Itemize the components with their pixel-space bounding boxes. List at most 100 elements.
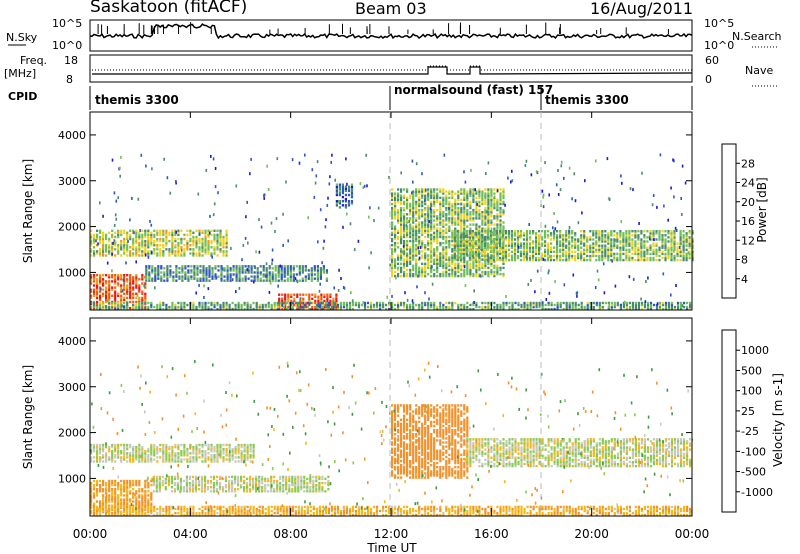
heat-cell [487, 208, 490, 212]
heat-cell [473, 301, 475, 304]
heat-cell [430, 239, 433, 243]
heat-cell [202, 269, 205, 272]
heat-cell [145, 269, 148, 272]
heat-cell [403, 258, 406, 261]
heat-cell [439, 260, 442, 263]
heat-cell [102, 447, 105, 451]
heat-cell [532, 256, 535, 260]
heat-cell [451, 274, 454, 278]
heat-cell [126, 280, 129, 283]
heat-cell [580, 254, 583, 258]
heat-cell [208, 265, 211, 268]
heat-cell [150, 241, 153, 245]
heat-cell [145, 267, 148, 270]
heat-cell [138, 235, 141, 239]
heat-cell [658, 303, 662, 307]
heat-cell [168, 447, 171, 451]
heat-cell [108, 250, 111, 253]
heat-cell [421, 194, 424, 197]
heat-cell [532, 252, 535, 256]
heat-cell [598, 234, 601, 237]
heat-cell [153, 241, 156, 245]
heat-cell [463, 194, 466, 197]
heat-cell [111, 246, 114, 249]
heat-cell [204, 456, 207, 459]
heat-cell [460, 303, 463, 307]
heat-cell [138, 250, 141, 253]
heat-cell [559, 258, 562, 262]
heat-cell [132, 282, 135, 285]
heat-cell [421, 254, 424, 257]
heat-cell [105, 483, 108, 487]
heat-cell [369, 307, 373, 311]
heat-cell [135, 286, 138, 289]
heat-cell [595, 232, 598, 235]
heat-cell [114, 303, 117, 307]
heat-cell [223, 279, 226, 282]
heat-cell [99, 280, 102, 283]
heat-cell [436, 270, 439, 274]
heat-cell [409, 219, 412, 222]
heat-cell [339, 307, 342, 311]
heat-cell [430, 244, 433, 247]
heat-cell [159, 456, 162, 459]
heat-cell [400, 202, 403, 206]
heat-cell [478, 244, 481, 247]
heat-cell [544, 236, 547, 239]
heat-cell [292, 279, 295, 282]
heat-cell [673, 242, 676, 245]
heat-cell [453, 246, 456, 249]
heat-cell [258, 218, 260, 222]
heat-cell [327, 301, 330, 305]
heat-cell [394, 204, 397, 208]
heat-cell [595, 236, 598, 239]
heat-cell [222, 305, 225, 309]
heat-cell [99, 231, 102, 234]
heat-cell [469, 266, 472, 270]
heat-cell [553, 307, 556, 311]
heat-cell [111, 229, 114, 232]
heat-cell [430, 204, 433, 208]
heat-cell [544, 248, 547, 251]
heat-cell [448, 196, 451, 199]
heat-cell [632, 277, 635, 281]
heat-cell [691, 232, 694, 235]
heat-cell [453, 256, 456, 260]
heat-cell [427, 223, 430, 226]
heat-cell [472, 208, 475, 212]
heat-cell [628, 307, 631, 311]
heat-cell [486, 210, 488, 214]
heat-cell [556, 250, 559, 253]
heat-cell [169, 269, 172, 272]
heat-cell [433, 225, 436, 228]
heat-cell [607, 197, 610, 200]
heat-cell [165, 445, 168, 449]
heat-cell [430, 270, 433, 274]
heat-cell [486, 230, 489, 233]
heat-cell [162, 303, 165, 307]
heat-cell [492, 252, 495, 256]
heat-cell [210, 454, 213, 457]
heat-cell [157, 269, 160, 272]
heat-cell [342, 305, 345, 309]
heat-cell [492, 232, 495, 235]
heat-cell [138, 284, 141, 287]
heat-cell [177, 252, 180, 255]
heat-cell [205, 277, 208, 280]
heat-cell [628, 232, 631, 235]
heat-cell [175, 230, 177, 234]
heat-cell [513, 248, 517, 251]
heat-cell [400, 171, 402, 175]
heat-cell [153, 445, 156, 449]
heat-cell [102, 498, 105, 501]
heat-cell [415, 252, 418, 255]
heat-cell [204, 233, 207, 237]
heat-cell [171, 231, 174, 234]
heat-cell [499, 196, 502, 199]
heat-cell [255, 307, 258, 311]
heat-cell [481, 235, 484, 239]
heat-cell [598, 254, 601, 258]
heat-cell [418, 305, 421, 309]
heat-cell [676, 248, 679, 251]
